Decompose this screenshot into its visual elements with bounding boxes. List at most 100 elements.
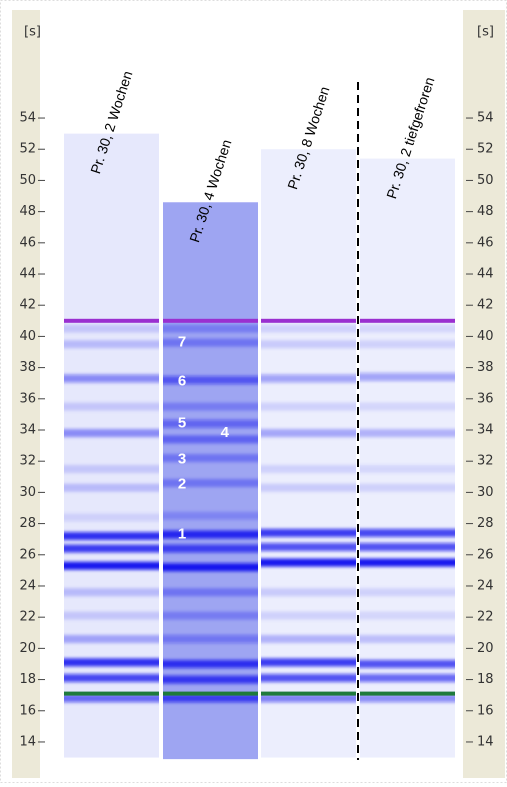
tick-label: 44 bbox=[477, 267, 494, 282]
tick-label: 32 bbox=[477, 454, 494, 469]
tick-label: 38 bbox=[19, 360, 36, 375]
tick-label: 38 bbox=[477, 360, 494, 375]
marker-band bbox=[163, 318, 258, 323]
band bbox=[163, 454, 258, 463]
tick-label: 52 bbox=[19, 142, 36, 157]
band bbox=[261, 374, 356, 383]
band bbox=[261, 324, 356, 333]
band bbox=[360, 402, 455, 411]
tick-label: 18 bbox=[19, 672, 36, 687]
bands bbox=[261, 324, 356, 703]
tick-label: 52 bbox=[477, 142, 494, 157]
band bbox=[360, 464, 455, 473]
tick-label: 24 bbox=[477, 578, 494, 593]
band bbox=[163, 338, 258, 347]
band bbox=[163, 530, 258, 539]
band bbox=[64, 340, 159, 349]
tick-label: 42 bbox=[19, 298, 36, 313]
tick-label: 18 bbox=[477, 672, 494, 687]
band bbox=[163, 588, 258, 597]
band bbox=[163, 402, 258, 411]
band bbox=[261, 674, 356, 683]
right-axis-strip bbox=[463, 10, 505, 778]
marker-band bbox=[360, 318, 455, 323]
band bbox=[360, 558, 455, 567]
axis-unit: [s] bbox=[477, 25, 494, 40]
band bbox=[261, 528, 356, 537]
band bbox=[163, 544, 258, 553]
band bbox=[261, 658, 356, 667]
band bbox=[261, 588, 356, 597]
band bbox=[163, 435, 258, 444]
band bbox=[64, 561, 159, 570]
band bbox=[360, 542, 455, 551]
tick-label: 28 bbox=[477, 516, 494, 531]
band bbox=[64, 694, 159, 703]
marker-band bbox=[64, 318, 159, 323]
left-axis-strip bbox=[12, 10, 40, 778]
band bbox=[163, 659, 258, 668]
band bbox=[64, 402, 159, 411]
marker-band bbox=[64, 691, 159, 696]
band bbox=[360, 372, 455, 381]
tick-label: 28 bbox=[19, 516, 36, 531]
tick-label: 40 bbox=[477, 329, 494, 344]
tick-label: 54 bbox=[19, 111, 36, 126]
tick-label: 40 bbox=[19, 329, 36, 344]
tick-label: 50 bbox=[477, 173, 494, 188]
tick-label: 34 bbox=[477, 422, 494, 437]
band bbox=[261, 635, 356, 644]
tick-label: 24 bbox=[19, 578, 36, 593]
lane bbox=[261, 149, 356, 758]
tick-label: 48 bbox=[19, 204, 36, 219]
bands bbox=[360, 324, 455, 703]
axis-unit: [s] bbox=[24, 25, 41, 40]
tick-label: 32 bbox=[19, 454, 36, 469]
band bbox=[261, 464, 356, 473]
tick-label: 26 bbox=[19, 547, 36, 562]
tick-label: 30 bbox=[19, 485, 36, 500]
tick-label: 36 bbox=[477, 391, 494, 406]
band bbox=[64, 483, 159, 492]
band bbox=[360, 588, 455, 597]
bands bbox=[64, 324, 159, 703]
band bbox=[360, 611, 455, 620]
band bbox=[360, 324, 455, 333]
band bbox=[163, 376, 258, 385]
band bbox=[360, 528, 455, 537]
marker-band bbox=[261, 318, 356, 323]
band bbox=[64, 429, 159, 438]
band bbox=[261, 483, 356, 492]
bands bbox=[163, 324, 258, 703]
band bbox=[360, 429, 455, 438]
band bbox=[261, 611, 356, 620]
tick-label: 16 bbox=[477, 703, 494, 718]
tick-label: 26 bbox=[477, 547, 494, 562]
band bbox=[163, 675, 258, 684]
band bbox=[360, 694, 455, 703]
tick-label: 20 bbox=[19, 641, 36, 656]
band bbox=[261, 429, 356, 438]
band bbox=[64, 374, 159, 383]
tick-label: 42 bbox=[477, 298, 494, 313]
band-number: 6 bbox=[178, 373, 186, 390]
band bbox=[163, 419, 258, 428]
band bbox=[261, 542, 356, 551]
band bbox=[163, 563, 258, 572]
tick-label: 34 bbox=[19, 422, 36, 437]
tick-label: 16 bbox=[19, 703, 36, 718]
band bbox=[64, 635, 159, 644]
band bbox=[261, 558, 356, 567]
lane bbox=[64, 133, 159, 758]
band bbox=[64, 544, 159, 553]
marker-band bbox=[163, 691, 258, 696]
band bbox=[64, 532, 159, 541]
band bbox=[360, 635, 455, 644]
band bbox=[261, 402, 356, 411]
marker-band bbox=[360, 691, 455, 696]
tick-label: 44 bbox=[19, 267, 36, 282]
tick-label: 22 bbox=[19, 610, 36, 625]
tick-label: 30 bbox=[477, 485, 494, 500]
tick-label: 46 bbox=[19, 235, 36, 250]
